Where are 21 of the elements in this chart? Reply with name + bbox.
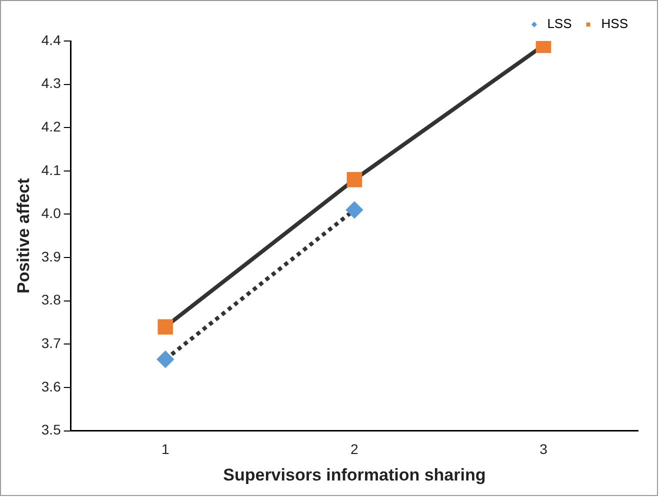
point xyxy=(157,351,174,368)
y-tick-label: 3.8 xyxy=(41,292,62,308)
point xyxy=(158,319,174,335)
y-tick-label: 4.3 xyxy=(41,75,62,92)
point xyxy=(346,172,362,188)
y-tick-label: 4.1 xyxy=(41,162,62,178)
x-axis-title: Supervisors information sharing xyxy=(223,465,486,484)
y-tick-label: 4.2 xyxy=(41,118,62,134)
legend-label: HSS xyxy=(601,16,628,32)
y-tick-label: 3.6 xyxy=(41,378,62,394)
x-tick-label: 1 xyxy=(161,441,170,458)
y-tick-label: 3.5 xyxy=(41,422,62,438)
y-tick-label: 3.9 xyxy=(41,248,62,264)
y-axis-title: Positive affect xyxy=(14,178,33,294)
point xyxy=(346,202,362,218)
legend-label: LSS xyxy=(547,16,572,32)
x-tick-label: 2 xyxy=(350,441,359,458)
y-tick-label: 3.7 xyxy=(41,335,62,352)
y-tick-label: 4.4 xyxy=(41,32,62,48)
y-tick-label: 4.0 xyxy=(41,205,62,222)
x-tick-label: 3 xyxy=(540,441,548,458)
